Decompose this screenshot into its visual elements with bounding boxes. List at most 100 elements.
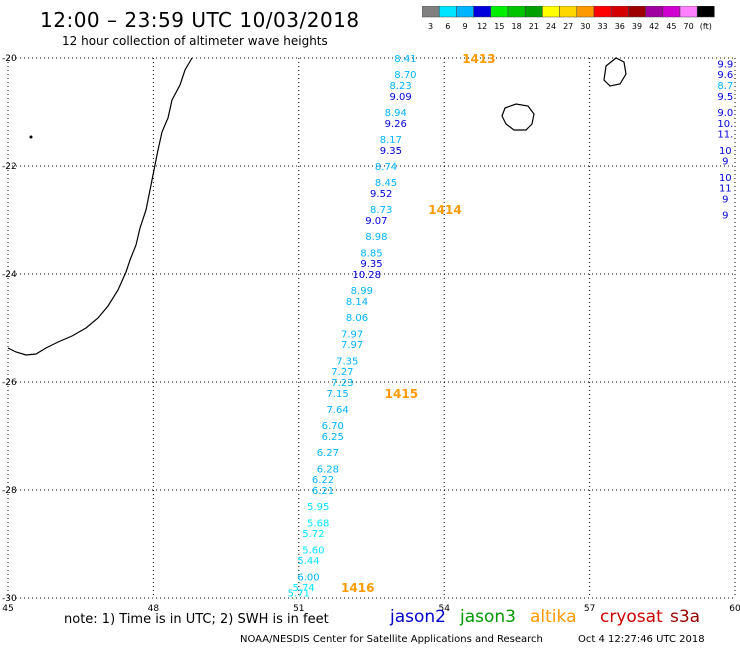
swh-value: 8.94 xyxy=(385,108,407,119)
swh-value: 9 xyxy=(722,157,728,168)
swh-value: 8.23 xyxy=(389,81,411,92)
swh-value: 9.9 xyxy=(717,59,733,70)
swh-value: 8.73 xyxy=(370,205,392,216)
swh-value: 9.07 xyxy=(365,216,387,227)
swh-value: 6.27 xyxy=(317,448,339,459)
swh-value: 7.97 xyxy=(341,340,363,351)
swh-value: 8.41 xyxy=(394,54,416,65)
pass-numbers: 1413 1414 1415 1416 xyxy=(341,52,496,595)
swh-value: 7.97 xyxy=(341,329,363,340)
lon-tick-label: 60 xyxy=(729,604,740,614)
swh-value: 9 xyxy=(722,194,728,205)
swh-value: 5.74 xyxy=(293,583,315,594)
satellite-s3a: s3a xyxy=(670,607,701,627)
swh-value: 9.09 xyxy=(389,92,411,103)
pass-number: 1416 xyxy=(341,581,374,595)
satellite-jason3: jason3 xyxy=(460,607,516,627)
swh-value: 10. xyxy=(717,119,733,130)
track-values-main: 8.418.708.239.098.949.268.179.358.748.45… xyxy=(288,54,417,600)
pass-number: 1415 xyxy=(385,387,418,401)
axis-labels: 45 48 51 54 57 60 -20 -22 -24 -26 -28 -30 xyxy=(2,54,740,614)
altimeter-map: 45 48 51 54 57 60-20-22-24-26-28-30 8.418.708… xyxy=(2,52,740,614)
lat-tick-label: -22 xyxy=(2,162,17,172)
legend-label: 33 xyxy=(598,22,608,31)
swh-value: 10.28 xyxy=(352,270,381,281)
legend-label: 70 xyxy=(684,22,694,31)
swh-value: 5.95 xyxy=(307,502,329,513)
swh-value: 9.35 xyxy=(380,146,402,157)
footnote: note: 1) Time is in UTC; 2) SWH is in fe… xyxy=(64,612,329,627)
swh-value: 7.15 xyxy=(326,389,348,400)
swh-value: 9.35 xyxy=(360,259,382,270)
swh-value: 10 xyxy=(719,146,732,157)
swh-value: 8.98 xyxy=(365,232,387,243)
lon-tick-label: 57 xyxy=(584,604,595,614)
swh-value: 5.44 xyxy=(297,556,319,567)
lon-tick-label: 54 xyxy=(438,604,450,614)
swh-value: 8.45 xyxy=(375,178,397,189)
lat-tick-label: -26 xyxy=(2,378,17,388)
lat-tick-label: -24 xyxy=(2,270,17,280)
swh-value: 8.17 xyxy=(380,135,402,146)
credit-line: NOAA/NESDIS Center for Satellite Applica… xyxy=(240,634,543,645)
swh-value: 7.23 xyxy=(331,378,353,389)
swh-value: 6.70 xyxy=(322,421,344,432)
lon-tick-label: 48 xyxy=(148,604,160,614)
swh-color-legend: 3 6 9 12 15 18 21 24 27 30 33 36 39 42 45 70 (ft) xyxy=(422,6,715,31)
legend-label: 3 xyxy=(428,22,433,31)
legend-label: 12 xyxy=(477,22,487,31)
generated-timestamp: Oct 4 12:27:46 UTC 2018 xyxy=(578,634,705,645)
swh-value: 9 xyxy=(722,211,728,222)
swh-value: 9.5 xyxy=(717,92,733,103)
swh-value: 5.72 xyxy=(302,529,324,540)
lat-tick-label: -20 xyxy=(2,54,17,64)
legend-label: 6 xyxy=(445,22,450,31)
legend-label: 18 xyxy=(512,22,522,31)
swh-value: 6.25 xyxy=(322,432,344,443)
swh-value: 5.71 xyxy=(288,589,310,600)
swh-value: 8.74 xyxy=(375,162,397,173)
map-title: 12:00 – 23:59 UTC 10/03/2018 xyxy=(40,8,360,32)
legend-label: 9 xyxy=(462,22,467,31)
swh-value: 7.64 xyxy=(326,405,348,416)
swh-value: 8.06 xyxy=(346,313,368,324)
swh-value: 6.00 xyxy=(297,572,319,583)
swh-value: 8.14 xyxy=(346,297,368,308)
lon-tick-label: 45 xyxy=(2,604,13,614)
swh-value: 11. xyxy=(717,130,733,141)
swh-value: 5.68 xyxy=(307,518,329,529)
swh-value: 6.22 xyxy=(312,475,334,486)
swh-value: 8.70 xyxy=(394,70,416,81)
swh-value: 5.60 xyxy=(302,545,324,556)
reunion-island xyxy=(501,103,535,131)
legend-swatch xyxy=(696,6,715,18)
lon-tick-label: 51 xyxy=(293,604,304,614)
swh-value: 9.52 xyxy=(370,189,392,200)
swh-value: 9.6 xyxy=(717,70,733,81)
swh-value: 8.99 xyxy=(351,286,373,297)
lat-tick-label: -28 xyxy=(2,486,17,496)
legend-label: 15 xyxy=(494,22,504,31)
legend-label: 24 xyxy=(546,22,556,31)
swh-value: 11 xyxy=(719,184,732,195)
swh-value: 9.26 xyxy=(385,119,407,130)
pass-number: 1413 xyxy=(462,52,495,66)
pass-number: 1414 xyxy=(428,203,461,217)
swh-value: 7.27 xyxy=(331,367,353,378)
swh-value: 9.0 xyxy=(717,108,733,119)
legend-label: 27 xyxy=(563,22,573,31)
satellite-altika: altika xyxy=(530,607,577,627)
lat-tick-label: -30 xyxy=(2,594,17,604)
swh-value: 7.35 xyxy=(336,356,358,367)
legend-label: 30 xyxy=(580,22,590,31)
swh-value: 6.21 xyxy=(312,486,334,497)
legend-label: 21 xyxy=(529,22,539,31)
map-subtitle: 12 hour collection of altimeter wave hei… xyxy=(62,34,328,48)
satellite-cryosat: cryosat xyxy=(600,607,663,627)
legend-label: 45 xyxy=(666,22,676,31)
swh-value: 8.85 xyxy=(360,248,382,259)
lat-lon-grid xyxy=(7,57,736,599)
swh-value: 8.7 xyxy=(717,81,733,92)
satellite-jason2: jason2 xyxy=(390,607,446,627)
